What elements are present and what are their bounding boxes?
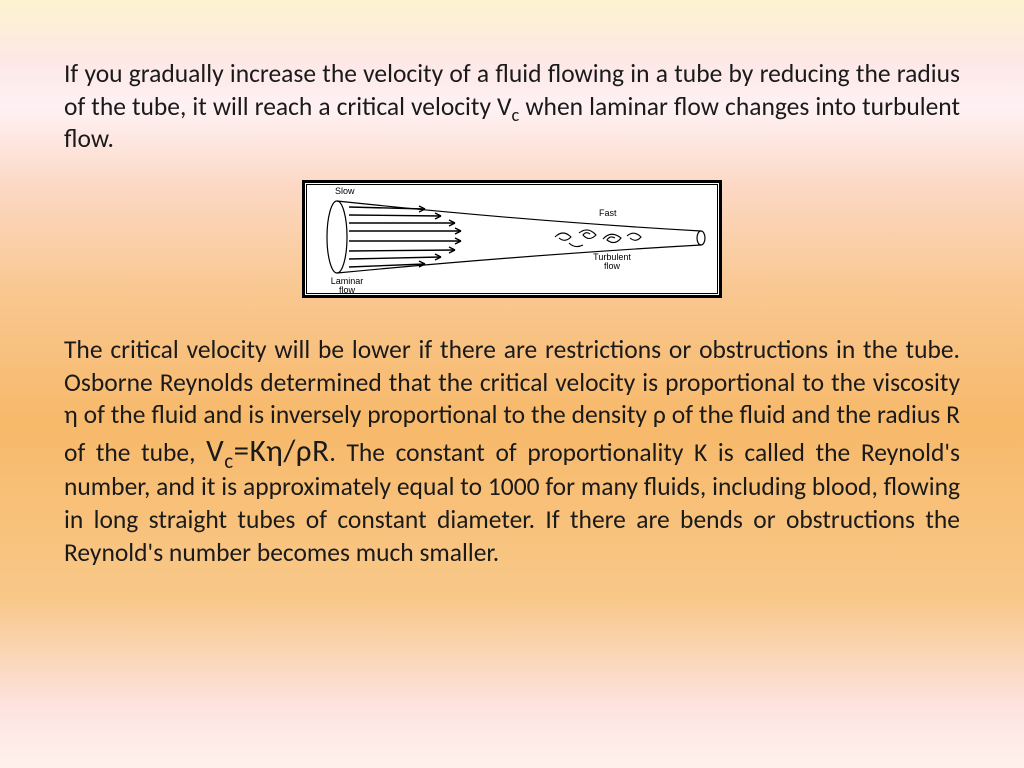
- arrow: [349, 228, 461, 234]
- formula: Vc=Kη/ρR: [206, 432, 329, 470]
- formula-v: V: [206, 432, 224, 470]
- arrow: [349, 220, 455, 226]
- arrow: [349, 238, 461, 244]
- label-fast: Fast: [599, 209, 617, 218]
- figure-container: Slow Laminarflow Fast Turbulentflow: [64, 180, 960, 298]
- arrow: [349, 206, 425, 212]
- label-laminar: Laminarflow: [325, 277, 369, 296]
- formula-sub: c: [224, 448, 233, 474]
- flow-diagram: Slow Laminarflow Fast Turbulentflow: [302, 180, 722, 298]
- arrow: [349, 213, 441, 219]
- label-turbulent: Turbulentflow: [585, 253, 639, 272]
- body-paragraph: The critical velocity will be lower if t…: [64, 334, 960, 569]
- arrow: [349, 254, 441, 260]
- intro-paragraph: If you gradually increase the velocity o…: [64, 58, 960, 156]
- label-slow: Slow: [335, 187, 355, 196]
- arrow: [349, 247, 455, 253]
- turbulence-swirls: [555, 230, 641, 247]
- formula-rest: =Kη/ρR: [234, 432, 330, 470]
- laminar-arrows-group: [349, 206, 461, 267]
